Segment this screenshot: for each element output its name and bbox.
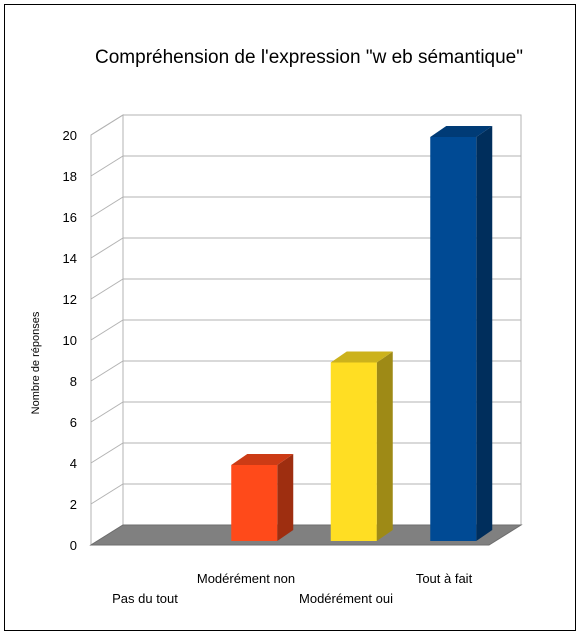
y-tick-label: 14 bbox=[63, 251, 77, 266]
bar-side bbox=[376, 351, 393, 541]
bar-top bbox=[330, 351, 393, 363]
chart-svg: Compréhension de l'expression "w eb séma… bbox=[30, 47, 523, 606]
x-tick-label: Pas du tout bbox=[112, 591, 178, 606]
chart-frame: Compréhension de l'expression "w eb séma… bbox=[4, 4, 576, 631]
floor bbox=[89, 524, 523, 546]
y-tick-label: 16 bbox=[63, 210, 77, 225]
bar bbox=[430, 137, 477, 541]
bar bbox=[231, 465, 278, 541]
bar-top bbox=[430, 126, 493, 137]
y-tick-label: 6 bbox=[70, 415, 77, 430]
chart-title: Compréhension de l'expression "w eb séma… bbox=[95, 47, 523, 68]
y-tick-label: 12 bbox=[63, 292, 77, 307]
bar-side bbox=[277, 454, 294, 541]
gridline bbox=[90, 196, 521, 218]
gridline bbox=[90, 237, 521, 259]
x-tick-label: Tout à fait bbox=[416, 571, 473, 586]
y-axis-label: Nombre de réponses bbox=[30, 311, 42, 414]
y-tick-label: 10 bbox=[63, 333, 77, 348]
gridline bbox=[90, 319, 521, 341]
plot-area: 0 2 4 6 8 10 12 14 16 18 20 Pas du tout Modérément n… bbox=[63, 114, 523, 606]
gridline bbox=[90, 114, 521, 136]
bar bbox=[330, 362, 377, 541]
y-tick-label: 4 bbox=[70, 456, 77, 471]
x-tick-label: Modérément oui bbox=[299, 591, 393, 606]
y-tick-label: 8 bbox=[70, 374, 77, 389]
y-tick-label: 20 bbox=[63, 128, 77, 143]
bar-side bbox=[476, 126, 493, 541]
y-tick-label: 18 bbox=[63, 169, 77, 184]
bar-top bbox=[231, 454, 294, 465]
gridline bbox=[90, 278, 521, 300]
gridline bbox=[90, 155, 521, 177]
y-tick-label: 2 bbox=[70, 497, 77, 512]
y-tick-label: 0 bbox=[70, 538, 77, 553]
x-tick-label: Modérément non bbox=[197, 571, 295, 586]
